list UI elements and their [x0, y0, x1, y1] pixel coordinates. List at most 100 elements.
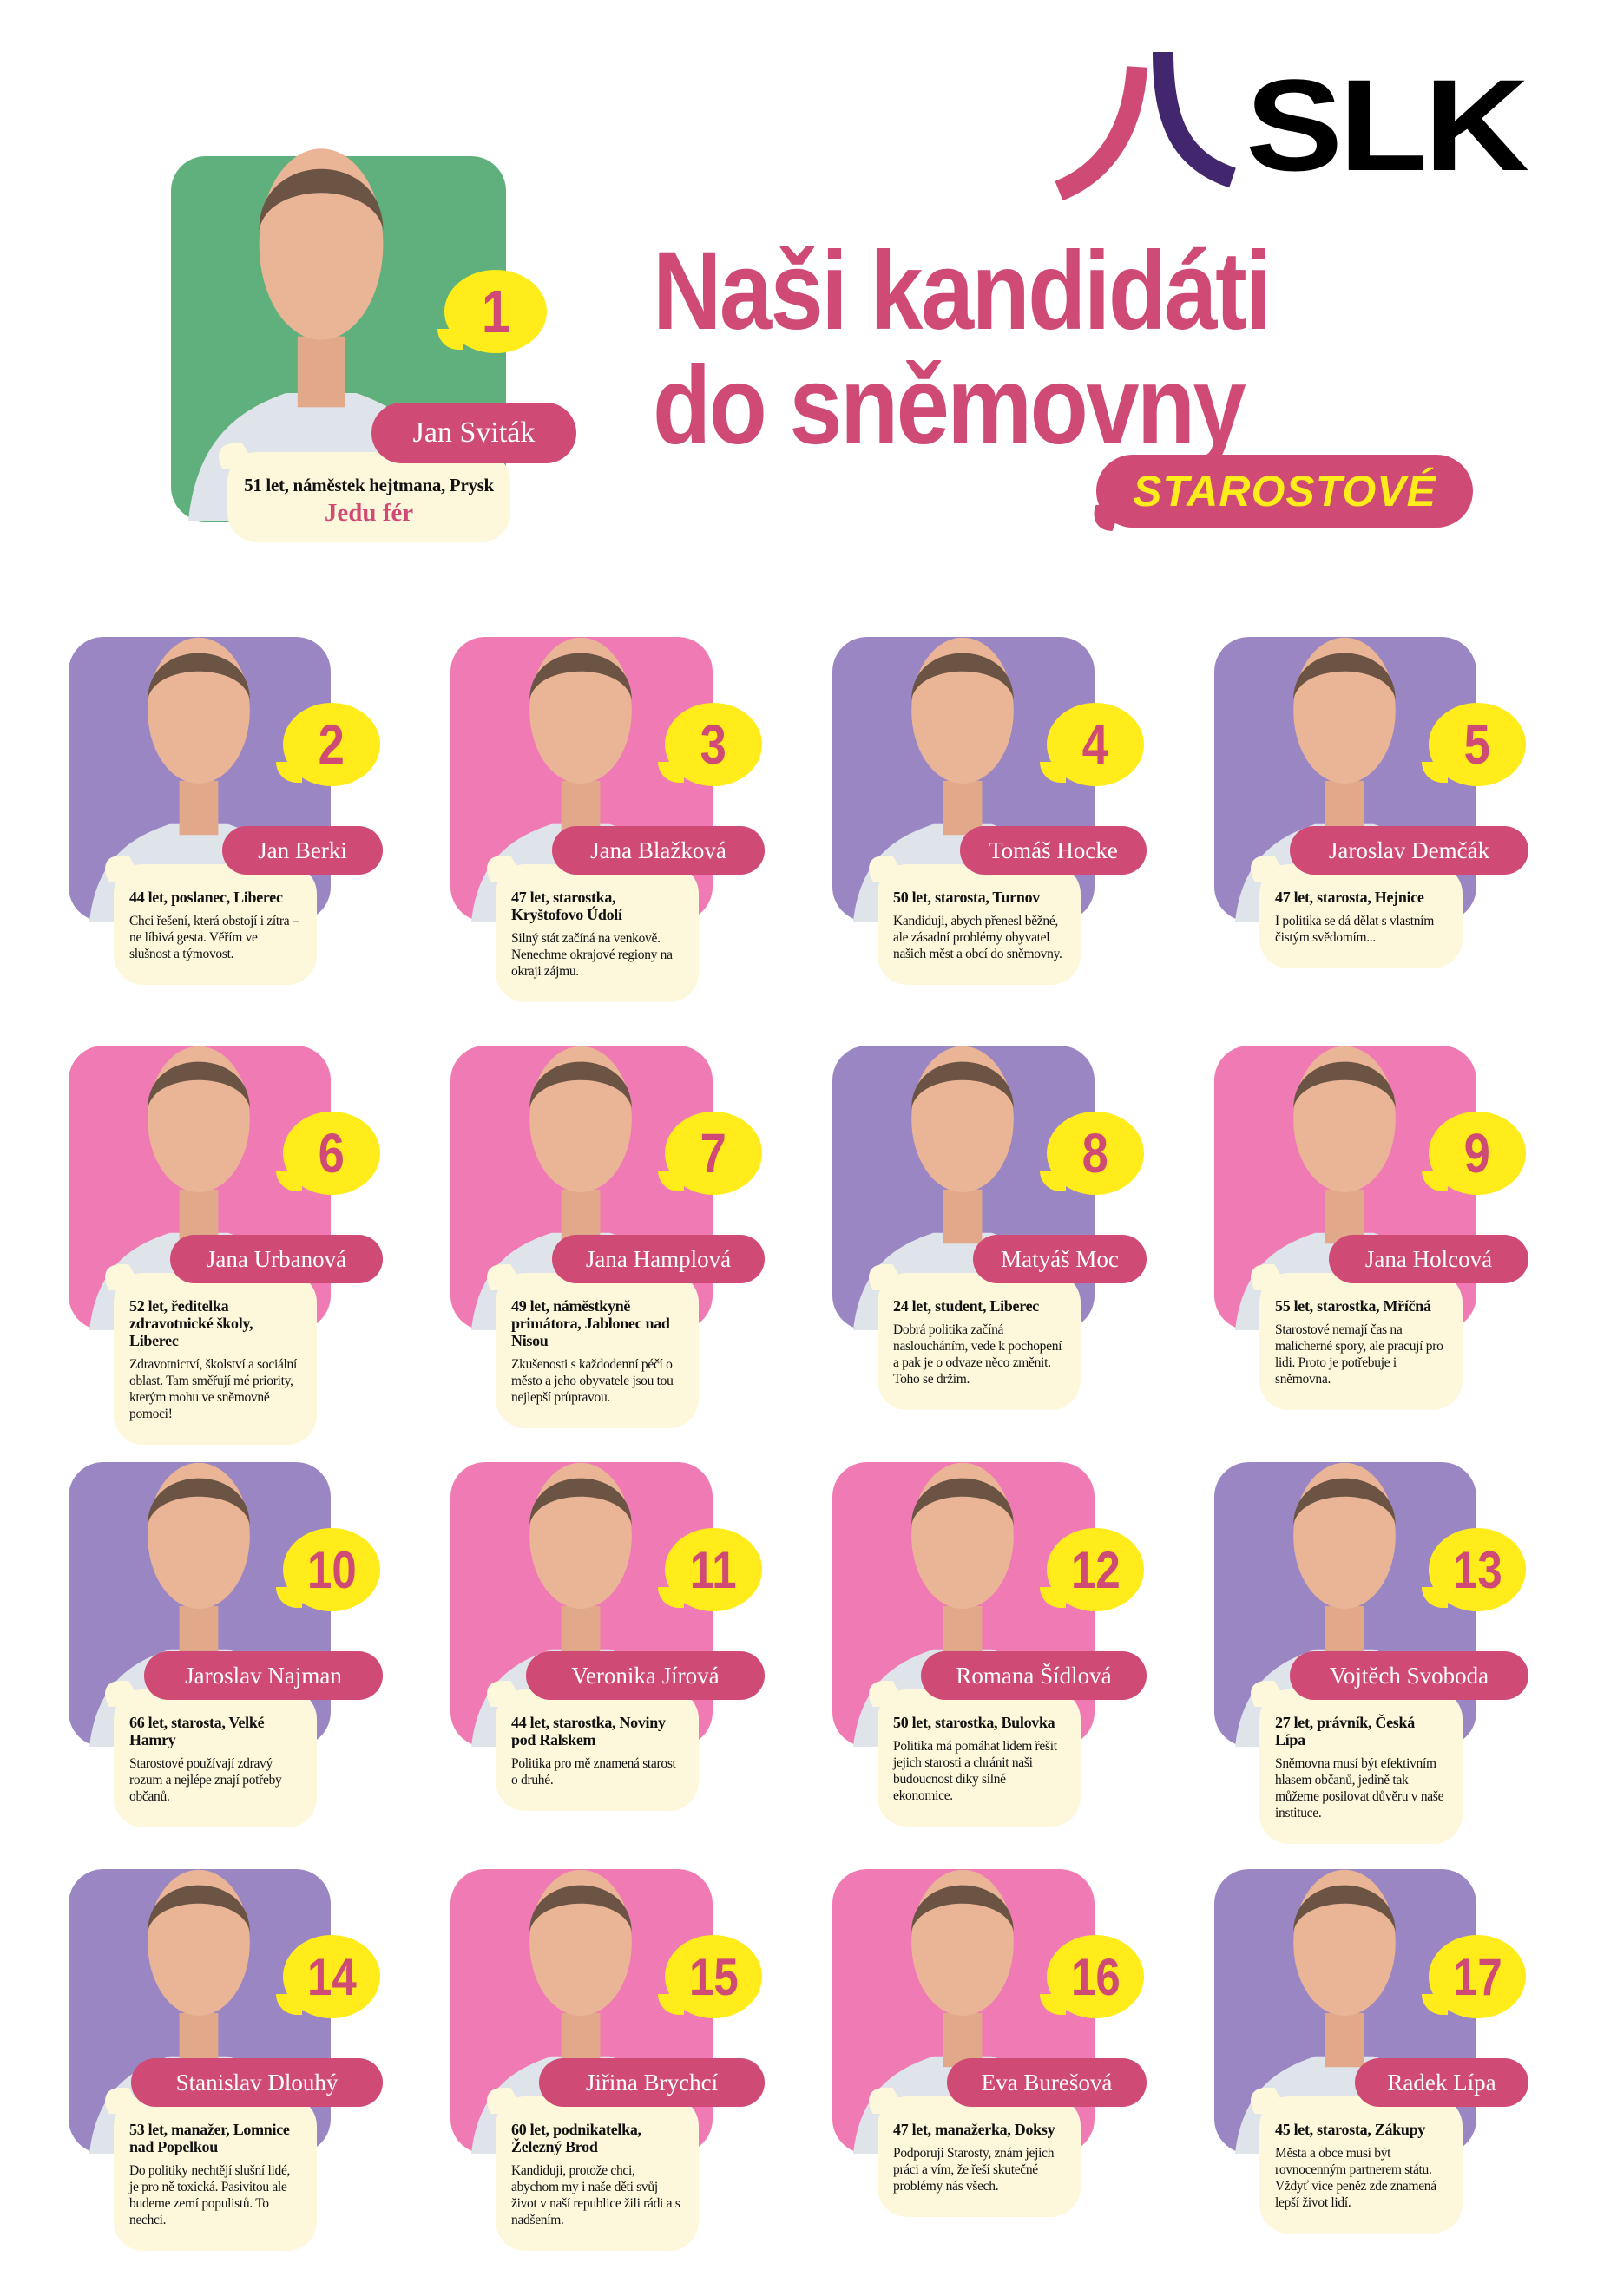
name-pill: Jan Berki [222, 826, 383, 875]
info-bubble: 45 let, starosta, Zákupy Města a obce mus… [1259, 2096, 1463, 2234]
info-bubble: 27 let, právník, Česká Lípa Sněmovna musí… [1259, 1689, 1463, 1844]
info-bubble: 66 let, starosta, Velké Hamry Starostové … [114, 1689, 317, 1827]
number-badge: 3 [658, 703, 762, 786]
number-badge: 13 [1422, 1528, 1526, 1611]
name-pill: Matyáš Moc [973, 1235, 1147, 1283]
quote-text: Kandiduji, protože chci, abychom my i na… [511, 2163, 680, 2227]
name-pill: Eva Burešová [947, 2058, 1147, 2107]
quote-text: Města a obce musí být rovnocenným partne… [1275, 2146, 1436, 2210]
number-badge: 16 [1040, 1935, 1144, 2018]
info-bubble: 50 let, starostka, Bulovka Politika má po… [878, 1689, 1081, 1827]
slk-logo-text: SLK [1246, 52, 1529, 198]
info-text: 47 let, manažerka, Doksy [893, 2121, 1055, 2138]
number-badge: 2 [276, 703, 380, 786]
quote-text: Chci řešení, která obstojí i zítra – ne … [129, 914, 299, 961]
quote-text: Dobrá politika začíná nasloucháním, vede… [893, 1322, 1062, 1387]
number-badge: 5 [1422, 703, 1526, 786]
number-label: 1 [481, 278, 510, 345]
quote-text: Zkušenosti s každodenní péčí o město a j… [511, 1357, 674, 1405]
starostove-tag: STAROSTOVÉ [1096, 455, 1473, 528]
number-label: 2 [318, 713, 345, 776]
number-label: 10 [306, 1540, 357, 1599]
number-label: 14 [306, 1947, 357, 2006]
info-bubble: 49 let, náměstkyně primátora, Jablonec n… [496, 1273, 699, 1428]
title-line-2: do sněmovny [653, 344, 1246, 468]
number-badge: 17 [1422, 1935, 1526, 2018]
number-badge: 1 [437, 270, 547, 353]
number-badge: 12 [1040, 1528, 1144, 1611]
info-text: 47 let, starostka, Kryštofovo Údolí [511, 889, 622, 923]
name-pill: Romana Šídlová [921, 1651, 1147, 1700]
number-label: 4 [1081, 713, 1109, 776]
quote-text: Podporuji Starosty, znám jejich práci a … [893, 2146, 1055, 2194]
info-bubble: 47 let, starostka, Kryštofovo Údolí Silný… [496, 864, 699, 1002]
quote-text: Politika pro mě znamená starost o druhé. [511, 1756, 676, 1788]
name-pill: Radek Lípa [1355, 2058, 1528, 2107]
info-text: 45 let, starosta, Zákupy [1275, 2121, 1425, 2138]
name-pill: Jana Blažková [552, 826, 765, 875]
number-badge: 15 [658, 1935, 762, 2018]
info-bubble: 55 let, starostka, Mříčná Starostové nema… [1259, 1273, 1463, 1410]
info-bubble: 50 let, starosta, Turnov Kandiduji, abych… [878, 864, 1081, 985]
number-label: 6 [318, 1122, 345, 1184]
number-label: 15 [688, 1947, 739, 2006]
info-bubble: 44 let, starostka, Noviny pod Ralskem Pol… [496, 1689, 699, 1811]
info-bubble: 52 let, ředitelka zdravotnické školy, Li… [114, 1273, 317, 1445]
slk-logo-mark-icon [1055, 51, 1237, 201]
info-bubble: 47 let, manažerka, Doksy Podporuji Staros… [878, 2096, 1081, 2217]
info-bubble: 53 let, manažer, Lomnice nad Popelkou Do … [114, 2096, 317, 2251]
info-text: 50 let, starosta, Turnov [893, 889, 1040, 906]
number-label: 17 [1452, 1947, 1502, 2006]
info-text: 53 let, manažer, Lomnice nad Popelkou [129, 2121, 290, 2155]
name-pill: Jaroslav Demčák [1290, 826, 1528, 875]
name-pill: Tomáš Hocke [960, 826, 1147, 875]
number-badge: 8 [1040, 1112, 1144, 1195]
quote-text: Politika má pomáhat lidem řešit jejich s… [893, 1739, 1057, 1803]
title-line-1: Naši kandidáti [653, 229, 1272, 353]
info-text: 49 let, náměstkyně primátora, Jablonec n… [511, 1297, 670, 1349]
name-pill: Jana Holcová [1329, 1235, 1528, 1283]
number-badge: 6 [276, 1112, 380, 1195]
info-text: 52 let, ředitelka zdravotnické školy, Li… [129, 1297, 253, 1349]
quote-text: Kandiduji, abych přenesl běžné, ale zása… [893, 914, 1062, 961]
info-bubble: 47 let, starosta, Hejnice I politika se d… [1259, 864, 1463, 968]
info-text: 47 let, starosta, Hejnice [1275, 889, 1424, 906]
quote-text: Sněmovna musí být efektivním hlasem obča… [1275, 1756, 1444, 1820]
info-text: 55 let, starostka, Mříčná [1275, 1297, 1431, 1315]
info-text: 44 let, starostka, Noviny pod Ralskem [511, 1714, 666, 1748]
number-label: 7 [700, 1122, 727, 1184]
info-text: 66 let, starosta, Velké Hamry [129, 1714, 265, 1748]
number-badge: 7 [658, 1112, 762, 1195]
number-badge: 10 [276, 1528, 380, 1611]
page-title: Naši kandidáti do sněmovny [653, 229, 1272, 468]
number-label: 12 [1070, 1540, 1121, 1599]
name-pill: Jan Sviták [371, 403, 576, 463]
name-pill: Jana Urbanová [170, 1235, 383, 1283]
number-label: 3 [700, 713, 727, 776]
name-pill: Jiřina Brychcí [539, 2058, 765, 2107]
number-badge: 9 [1422, 1112, 1526, 1195]
number-badge: 14 [276, 1935, 380, 2018]
number-label: 9 [1463, 1122, 1491, 1184]
tag-label: STAROSTOVÉ [1133, 467, 1436, 515]
slk-logo: SLK [1050, 51, 1529, 208]
info-text: 27 let, právník, Česká Lípa [1275, 1714, 1415, 1748]
quote-text: Silný stát začíná na venkově. Nenechme o… [511, 931, 673, 979]
number-label: 13 [1452, 1540, 1502, 1599]
quote-text: Do politiky nechtějí slušní lidé, je pro… [129, 2163, 291, 2227]
number-label: 5 [1463, 713, 1491, 776]
name-pill: Stanislav Dlouhý [131, 2058, 383, 2107]
info-text: 60 let, podnikatelka, Železný Brod [511, 2121, 641, 2155]
info-text: 51 let, náměstek hejtmana, Prysk [244, 475, 494, 495]
name-pill: Jaroslav Najman [144, 1651, 383, 1700]
number-label: 8 [1081, 1122, 1109, 1184]
number-label: 16 [1070, 1947, 1121, 2006]
info-text: 50 let, starostka, Bulovka [893, 1714, 1055, 1731]
info-bubble: 51 let, náměstek hejtmana, Prysk Jedu fér [227, 452, 510, 542]
name-pill: Jana Hamplová [552, 1235, 765, 1283]
quote-text: I politika se dá dělat s vlastním čistým… [1275, 914, 1434, 945]
number-badge: 4 [1040, 703, 1144, 786]
info-text: 44 let, poslanec, Liberec [129, 889, 283, 906]
name-pill: Vojtěch Svoboda [1290, 1651, 1528, 1700]
quote-text: Starostové používají zdravý rozum a nejl… [129, 1756, 282, 1804]
